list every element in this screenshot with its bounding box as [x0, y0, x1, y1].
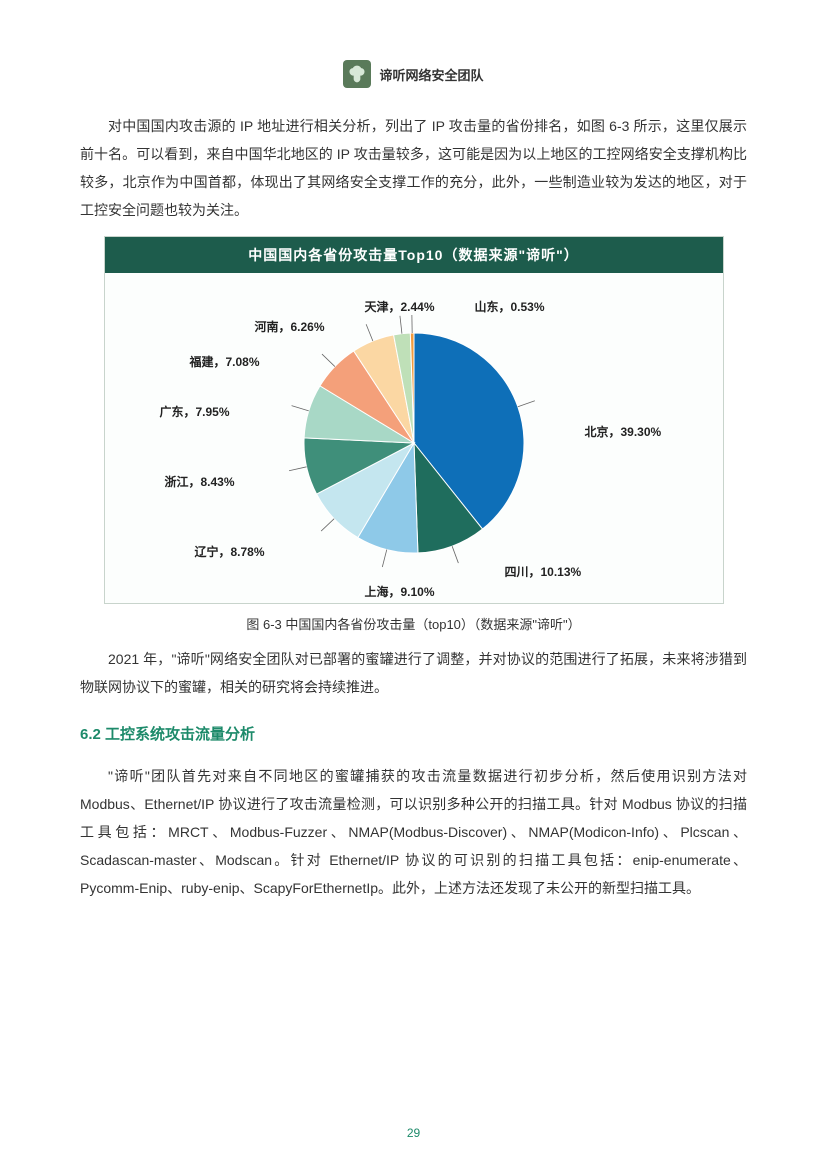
chart-caption: 图 6-3 中国国内各省份攻击量（top10）（数据来源"谛听"）	[80, 614, 747, 633]
leader-line	[321, 519, 334, 531]
slice-label-天津: 天津，2.44%	[365, 298, 435, 315]
slice-label-四川: 四川，10.13%	[505, 563, 582, 580]
paragraph-2021: 2021 年，"谛听"网络安全团队对已部署的蜜罐进行了调整，并对协议的范围进行了…	[80, 645, 747, 701]
slice-label-山东: 山东，0.53%	[475, 298, 545, 315]
leader-line	[399, 316, 401, 334]
team-name: 谛听网络安全团队	[379, 65, 483, 84]
chart-title: 中国国内各省份攻击量Top10（数据来源"谛听"）	[105, 237, 723, 273]
slice-label-上海: 上海，9.10%	[365, 583, 435, 600]
slice-label-广东: 广东，7.95%	[160, 403, 230, 420]
slice-label-浙江: 浙江，8.43%	[165, 473, 235, 490]
province-top10-chart: 中国国内各省份攻击量Top10（数据来源"谛听"） 北京，39.30% 四川，10…	[104, 236, 724, 604]
leader-line	[382, 550, 386, 567]
paragraph-intro: 对中国国内攻击源的 IP 地址进行相关分析，列出了 IP 攻击量的省份排名，如图…	[80, 112, 747, 224]
slice-label-福建: 福建，7.08%	[190, 353, 260, 370]
leader-line	[291, 406, 308, 411]
slice-label-河南: 河南，6.26%	[255, 318, 325, 335]
leader-line	[452, 546, 458, 563]
page-number: 29	[407, 1126, 420, 1140]
paragraph-tools: "谛听"团队首先对来自不同地区的蜜罐捕获的攻击流量数据进行初步分析，然后使用识别…	[80, 762, 747, 902]
doc-header: 谛听网络安全团队	[80, 60, 747, 88]
leader-line	[366, 324, 373, 341]
pie-chart-area: 北京，39.30% 四川，10.13% 上海，9.10% 辽宁，8.78% 浙江，8.4…	[105, 273, 723, 603]
leader-line	[517, 401, 534, 407]
section-heading-6-2: 6.2 工控系统攻击流量分析	[80, 723, 747, 744]
slice-label-北京: 北京，39.30%	[585, 423, 662, 440]
leader-line	[321, 354, 334, 367]
leader-line	[289, 467, 307, 471]
slice-label-辽宁: 辽宁，8.78%	[195, 543, 265, 560]
team-logo-icon	[343, 60, 371, 88]
